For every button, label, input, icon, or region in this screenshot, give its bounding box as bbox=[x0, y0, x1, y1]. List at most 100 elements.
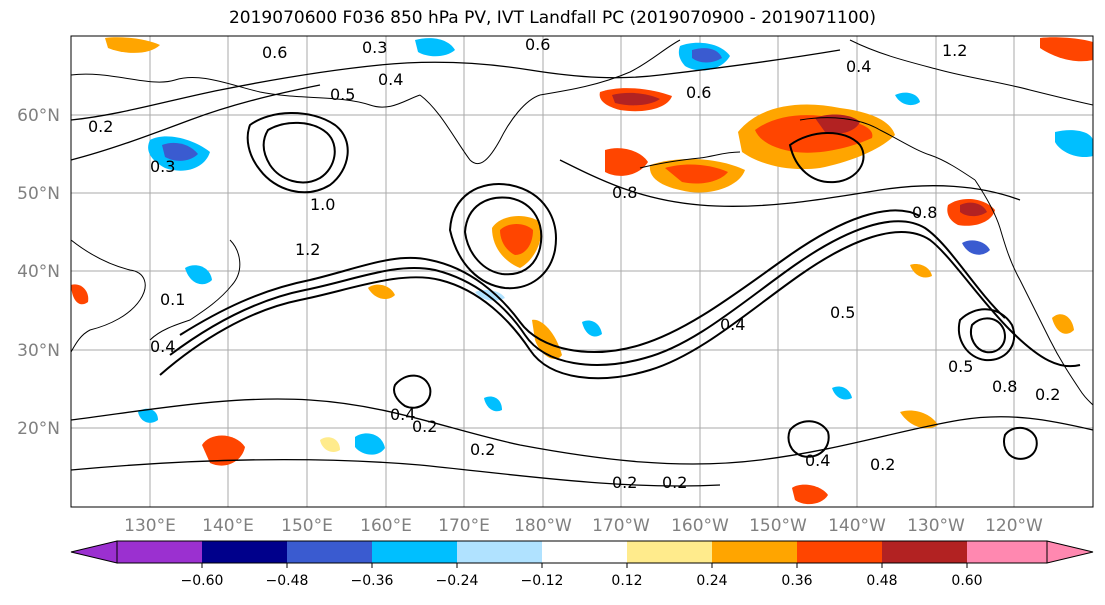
shade-south-neg bbox=[355, 433, 385, 455]
colorbar-tick-label: −0.36 bbox=[351, 573, 394, 589]
contour-west-loop bbox=[246, 112, 349, 194]
shade-bering-core bbox=[665, 164, 728, 184]
contour-south-band bbox=[70, 398, 1094, 465]
map-panel: 0.2 0.3 0.4 0.5 0.6 0.8 1.0 1.2 0.1 0.2 … bbox=[70, 35, 1094, 508]
shade-west-neg bbox=[185, 265, 212, 285]
contour-label: 0.5 bbox=[830, 303, 855, 322]
contour-label: 0.2 bbox=[1035, 385, 1060, 404]
shade-pnw-neg bbox=[962, 240, 990, 255]
shade-central-neg bbox=[582, 320, 602, 337]
colorbar-tick-label: 0.24 bbox=[696, 573, 727, 589]
contour-label: 0.5 bbox=[330, 85, 355, 104]
coast-canada-north bbox=[849, 39, 1094, 106]
shade-midway bbox=[532, 319, 562, 360]
contour-mid-band bbox=[559, 159, 1021, 207]
colorbar-tick-label: 0.12 bbox=[611, 573, 642, 589]
contour-label: 0.3 bbox=[150, 157, 175, 176]
shade-central-pacific-core bbox=[500, 224, 533, 255]
contour-label: 0.2 bbox=[612, 473, 637, 492]
lat-tick-label: 50°N bbox=[17, 184, 60, 204]
lon-tick-label: 150°W bbox=[749, 516, 807, 536]
contour-label: 0.4 bbox=[720, 315, 745, 334]
positive-anomaly-shading bbox=[71, 37, 1093, 505]
shade-bering-neg-core bbox=[692, 48, 722, 63]
contour-label: 0.4 bbox=[805, 451, 830, 470]
colorbar-bin bbox=[882, 541, 967, 563]
shade-top-north bbox=[105, 37, 160, 53]
contour-label: 0.4 bbox=[390, 405, 415, 424]
contour-south-band-2 bbox=[70, 458, 721, 487]
colorbar-under-arrow bbox=[70, 540, 118, 564]
shade-japan-west bbox=[71, 284, 89, 305]
shade-philippine-sea bbox=[202, 435, 245, 466]
colorbar-bin bbox=[967, 541, 1047, 563]
map-frame bbox=[70, 35, 1094, 508]
lon-tick-label: 140°E bbox=[202, 516, 254, 536]
coast-aleutians bbox=[639, 151, 741, 169]
colorbar-over-arrow bbox=[1046, 540, 1094, 564]
colorbar-tick-label: −0.60 bbox=[181, 573, 224, 589]
colorbar-frame bbox=[116, 540, 1048, 564]
negative-anomaly-shading bbox=[138, 38, 1093, 455]
contour-label: 0.8 bbox=[912, 203, 937, 222]
colorbar-tick-label: 0.48 bbox=[866, 573, 897, 589]
contour-label: 0.4 bbox=[846, 57, 871, 76]
colorbar-bin bbox=[627, 541, 712, 563]
lon-tick-label: 130°W bbox=[907, 516, 965, 536]
graticule bbox=[71, 36, 1093, 507]
colorbar-ticks bbox=[201, 563, 968, 568]
contour-label: 0.6 bbox=[262, 43, 287, 62]
colorbar-tick-label: 0.36 bbox=[781, 573, 812, 589]
contour-label: 0.3 bbox=[362, 38, 387, 57]
shade-arctic-neg bbox=[1055, 130, 1093, 158]
lat-tick-label: 20°N bbox=[17, 419, 60, 439]
shade-top-arctic bbox=[1040, 37, 1093, 62]
shade-hawaii-neg bbox=[484, 396, 502, 412]
colorbar-bin bbox=[457, 541, 542, 563]
shade-north-neg bbox=[415, 38, 455, 57]
contour-east-low bbox=[957, 308, 1016, 362]
shade-north-pacific-right bbox=[910, 264, 932, 278]
contour-label: 0.1 bbox=[160, 290, 185, 309]
colorbar-tick-label: −0.12 bbox=[521, 573, 564, 589]
coast-japan bbox=[149, 239, 241, 341]
lon-tick-label: 170°W bbox=[592, 516, 650, 536]
contour-label: 0.2 bbox=[662, 473, 687, 492]
colorbar-tick-labels: −0.60 −0.48 −0.36 −0.24 −0.12 0.12 0.24 … bbox=[181, 573, 983, 589]
pv-contours bbox=[159, 112, 1081, 460]
shade-pnw-core bbox=[960, 202, 987, 217]
lat-tick-label: 60°N bbox=[17, 106, 60, 126]
colorbar-bin bbox=[712, 541, 797, 563]
shade-east-china bbox=[368, 284, 395, 300]
shade-west-bering bbox=[605, 148, 648, 176]
contour-labels: 0.2 0.3 0.4 0.5 0.6 0.8 1.0 1.2 0.1 0.2 … bbox=[88, 35, 1060, 492]
colorbar-bin bbox=[202, 541, 287, 563]
contour-label: 0.2 bbox=[470, 440, 495, 459]
contour-label: 0.2 bbox=[870, 455, 895, 474]
contour-label: 0.6 bbox=[525, 35, 550, 54]
contour-south-loop-2 bbox=[1003, 426, 1038, 460]
colorbar-bin bbox=[117, 541, 202, 563]
shade-yellow-patch bbox=[320, 437, 340, 452]
lon-tick-label: 140°W bbox=[828, 516, 886, 536]
lon-tick-label: 180°W bbox=[514, 516, 572, 536]
shade-okhotsk-neg-core bbox=[162, 142, 198, 161]
contour-gyre-central bbox=[448, 183, 557, 290]
colorbar-bin bbox=[372, 541, 457, 563]
coast-alaska bbox=[799, 117, 976, 181]
contour-gulf-loop bbox=[788, 132, 865, 184]
colorbar-tick-label: 0.60 bbox=[951, 573, 982, 589]
contour-east-low-2 bbox=[970, 317, 1006, 354]
contour-label: 0.4 bbox=[150, 337, 175, 356]
colorbar-bin bbox=[287, 541, 372, 563]
contour-jet-3 bbox=[179, 209, 921, 353]
shade-east-neg bbox=[832, 386, 852, 400]
shade-kamchatka-core bbox=[612, 92, 660, 106]
lon-tick-label: 130°E bbox=[124, 516, 176, 536]
colorbar-bin bbox=[542, 541, 627, 563]
coastlines bbox=[70, 39, 1094, 406]
contour-north-band-2 bbox=[70, 84, 321, 161]
contour-jet-2 bbox=[169, 220, 1006, 366]
colorbar: −0.60 −0.48 −0.36 −0.24 −0.12 0.12 0.24 … bbox=[70, 540, 1094, 589]
